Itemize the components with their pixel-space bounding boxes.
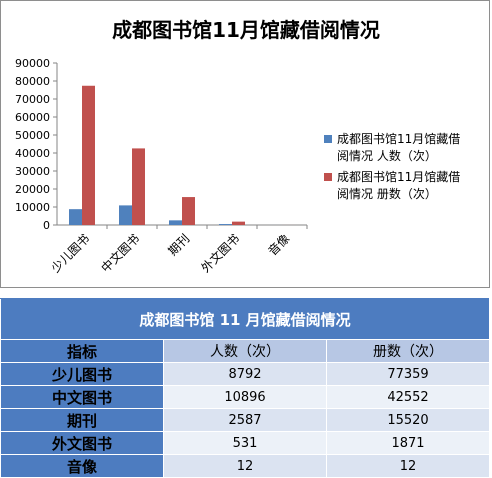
cell-volumes: 77359 xyxy=(327,363,490,386)
x-tick-label: 少儿图书 xyxy=(48,231,92,275)
legend-label: 阅情况 册数（次） xyxy=(337,186,437,201)
bar-volumes xyxy=(82,86,95,225)
row-label: 中文图书 xyxy=(1,386,164,409)
x-tick-label: 音像 xyxy=(265,231,293,259)
cell-people: 8792 xyxy=(164,363,327,386)
row-label: 外文图书 xyxy=(1,432,164,455)
bar-volumes xyxy=(132,148,145,225)
legend-label: 阅情况 人数（次） xyxy=(337,148,437,163)
bar-people xyxy=(119,205,132,225)
cell-people: 2587 xyxy=(164,409,327,432)
legend-swatch xyxy=(324,173,332,181)
chart-title: 成都图书馆11月馆藏借阅情况 xyxy=(112,18,380,42)
x-tick-labels: 少儿图书中文图书期刊外文图书音像 xyxy=(48,231,292,276)
bar-people xyxy=(69,209,82,225)
y-tick-label: 60000 xyxy=(15,111,50,124)
bar-volumes xyxy=(232,222,245,225)
chart-panel: 成都图书馆11月馆藏借阅情况 0 10000 20000 30000 40000 5000… xyxy=(0,0,490,288)
header-people: 人数（次） xyxy=(164,340,327,363)
header-indicator: 指标 xyxy=(1,340,164,363)
table-row: 少儿图书 8792 77359 xyxy=(1,363,490,386)
bar-volumes xyxy=(182,197,195,225)
bar-chart: 成都图书馆11月馆藏借阅情况 0 10000 20000 30000 40000 5000… xyxy=(1,1,491,289)
x-tick-label: 外文图书 xyxy=(198,231,243,276)
y-tick-label: 70000 xyxy=(15,93,50,106)
cell-people: 12 xyxy=(164,455,327,478)
table-row: 外文图书 531 1871 xyxy=(1,432,490,455)
y-tick-label: 0 xyxy=(43,219,50,232)
cell-volumes: 15520 xyxy=(327,409,490,432)
table-header-row: 指标 人数（次） 册数（次） xyxy=(1,340,490,363)
row-label: 音像 xyxy=(1,455,164,478)
y-tick-label: 50000 xyxy=(15,129,50,142)
legend-swatch xyxy=(324,135,332,143)
row-label: 少儿图书 xyxy=(1,363,164,386)
y-tick-label: 90000 xyxy=(15,57,50,70)
table-title: 成都图书馆 11 月馆藏借阅情况 xyxy=(1,299,490,340)
y-tick-label: 10000 xyxy=(15,201,50,214)
cell-people: 10896 xyxy=(164,386,327,409)
bar-people xyxy=(219,224,232,225)
y-tick-label: 30000 xyxy=(15,165,50,178)
bar-people xyxy=(169,220,182,225)
cell-volumes: 42552 xyxy=(327,386,490,409)
legend-label: 成都图书馆11月馆藏借 xyxy=(337,169,460,184)
y-tick-label: 80000 xyxy=(15,75,50,88)
table-row: 中文图书 10896 42552 xyxy=(1,386,490,409)
table-title-row: 成都图书馆 11 月馆藏借阅情况 xyxy=(1,299,490,340)
data-table: 成都图书馆 11 月馆藏借阅情况 指标 人数（次） 册数（次） 少儿图书 879… xyxy=(0,298,492,476)
cell-volumes: 1871 xyxy=(327,432,490,455)
cell-volumes: 12 xyxy=(327,455,490,478)
x-tick-label: 中文图书 xyxy=(98,231,143,276)
row-label: 期刊 xyxy=(1,409,164,432)
bars xyxy=(69,86,295,225)
header-volumes: 册数（次） xyxy=(327,340,490,363)
axes: 0 10000 20000 30000 40000 50000 60000 70000 8000… xyxy=(15,57,307,232)
table-row: 音像 12 12 xyxy=(1,455,490,478)
y-tick-label: 20000 xyxy=(15,183,50,196)
table-row: 期刊 2587 15520 xyxy=(1,409,490,432)
legend-label: 成都图书馆11月馆藏借 xyxy=(337,131,460,146)
cell-people: 531 xyxy=(164,432,327,455)
legend: 成都图书馆11月馆藏借阅情况 人数（次） 成都图书馆11月馆藏借阅情况 册数（次） xyxy=(324,131,460,201)
x-tick-label: 期刊 xyxy=(165,231,192,258)
y-tick-label: 40000 xyxy=(15,147,50,160)
